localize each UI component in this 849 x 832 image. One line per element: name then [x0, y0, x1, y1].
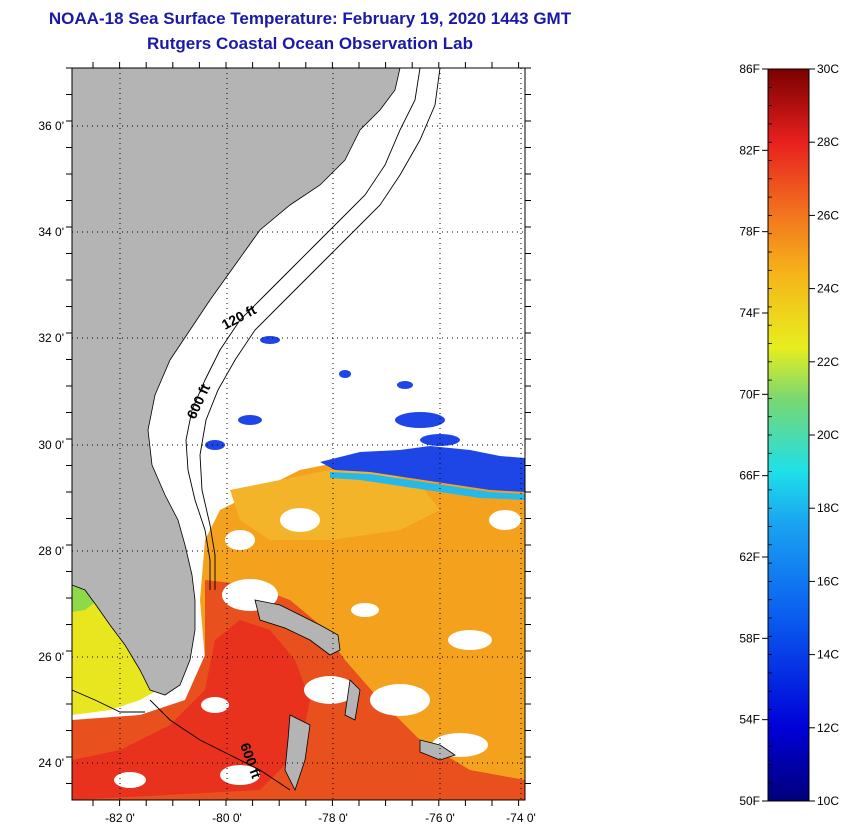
lon-label: -76 0' — [425, 811, 455, 825]
us-landmass — [72, 68, 401, 696]
c-label: 22C — [817, 355, 839, 369]
lon-label: -74 0' — [506, 811, 536, 825]
chart-title: NOAA-18 Sea Surface Temperature: Februar… — [48, 9, 572, 28]
c-label: 26C — [817, 208, 839, 222]
lat-label: 26 0' — [38, 650, 64, 664]
c-label: 28C — [817, 135, 839, 149]
f-label: 66F — [739, 469, 760, 483]
bathymetry-contours — [72, 68, 441, 791]
c-label: 30C — [817, 62, 839, 76]
cold-water-band — [320, 446, 525, 492]
lon-label: -82 0' — [105, 811, 135, 825]
lon-label: -80 0' — [212, 811, 242, 825]
c-label: 12C — [817, 721, 839, 735]
sst-map: 36 0' 34 0' 32 0' 30 0' 28 0' 26 0' 24 0' -82 … — [38, 62, 536, 825]
colorbar-gradient — [767, 68, 810, 802]
lat-label: 32 0' — [38, 331, 64, 345]
cyan-fringe — [330, 472, 525, 500]
map-frame — [71, 67, 526, 801]
lat-label: 24 0' — [38, 756, 64, 770]
lat-label: 34 0' — [38, 225, 64, 239]
f-label: 58F — [739, 631, 760, 645]
f-label: 70F — [739, 387, 760, 401]
lat-label: 28 0' — [38, 544, 64, 558]
f-label: 82F — [739, 143, 760, 157]
c-label: 18C — [817, 501, 839, 515]
gulf-cool-water — [72, 585, 158, 715]
c-label: 10C — [817, 794, 839, 808]
c-label: 24C — [817, 282, 839, 296]
c-label: 14C — [817, 648, 839, 662]
c-label: 16C — [817, 574, 839, 588]
f-label: 62F — [739, 550, 760, 564]
f-label: 50F — [739, 794, 760, 808]
graticule — [66, 62, 531, 806]
fahrenheit-scale: 86F 82F 78F 74F 70F 66F 62F 58F 54F 50F — [739, 62, 772, 808]
lon-label: -78 0' — [318, 811, 348, 825]
f-label: 74F — [739, 306, 760, 320]
f-label: 54F — [739, 713, 760, 727]
latitude-labels: 36 0' 34 0' 32 0' 30 0' 28 0' 26 0' 24 0' — [38, 119, 64, 770]
chart-subtitle: Rutgers Coastal Ocean Observation Lab — [147, 34, 473, 53]
f-label: 86F — [739, 62, 760, 76]
longitude-labels: -82 0' -80 0' -78 0' -76 0' -74 0' — [105, 811, 536, 825]
lat-label: 36 0' — [38, 119, 64, 133]
sst-field — [72, 68, 525, 800]
f-label: 78F — [739, 225, 760, 239]
bahamas-islands — [254, 599, 456, 792]
celsius-scale: 30C 28C 26C 24C 22C 20C 18C 16C 14C 12C 10C — [809, 62, 839, 808]
c-label: 20C — [817, 428, 839, 442]
cold-patches — [205, 336, 460, 450]
temperature-colorbar: 86F 82F 78F 74F 70F 66F 62F 58F 54F 50F 30C 28C 26C… — [739, 62, 839, 808]
lat-label: 30 0' — [38, 438, 64, 452]
hot-water-core — [72, 620, 310, 800]
